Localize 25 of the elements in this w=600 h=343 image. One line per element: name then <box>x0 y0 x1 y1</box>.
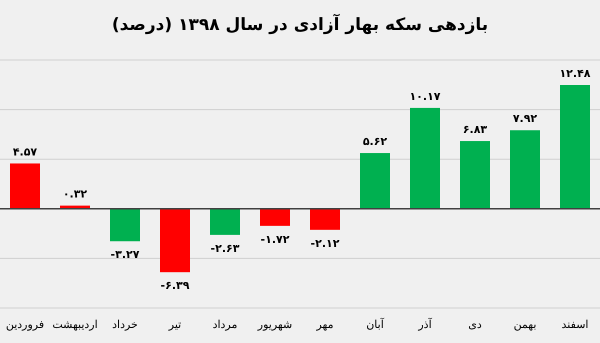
value-label: ۵.۶۲ <box>362 135 388 148</box>
value-label: -۳.۲۷ <box>110 248 140 262</box>
category: دی <box>468 318 482 331</box>
category: اسفند <box>562 318 588 331</box>
category: خرداد <box>112 318 138 331</box>
value-label: ۱۰.۱۷ <box>409 90 441 103</box>
category: شهریور <box>258 318 292 331</box>
value-label: ۰.۳۲ <box>62 188 88 201</box>
value-label: ۱۲.۴۸ <box>559 67 591 80</box>
category: فروردین <box>6 318 44 331</box>
category: آذر <box>418 318 432 331</box>
category: تیر <box>168 318 182 331</box>
category: مرداد <box>212 318 238 331</box>
category: بهمن <box>514 318 536 331</box>
title: بازدهی سکه بهار آزادی در سال ۱۳۹۸ (درصد) <box>112 15 488 35</box>
value-label: ۶.۸۳ <box>462 123 488 136</box>
category: مهر <box>316 318 334 331</box>
category: آبان <box>366 318 384 331</box>
value-label: -۲.۱۲ <box>310 236 340 250</box>
category: اردیبهشت <box>52 318 98 331</box>
value-label: -۱.۷۲ <box>260 232 290 246</box>
value-label: ۷.۹۲ <box>512 112 538 126</box>
value-label: -۲.۶۳ <box>210 242 240 255</box>
value-label: -۶.۳۹ <box>160 279 190 292</box>
value-label: ۴.۵۷ <box>12 145 38 158</box>
